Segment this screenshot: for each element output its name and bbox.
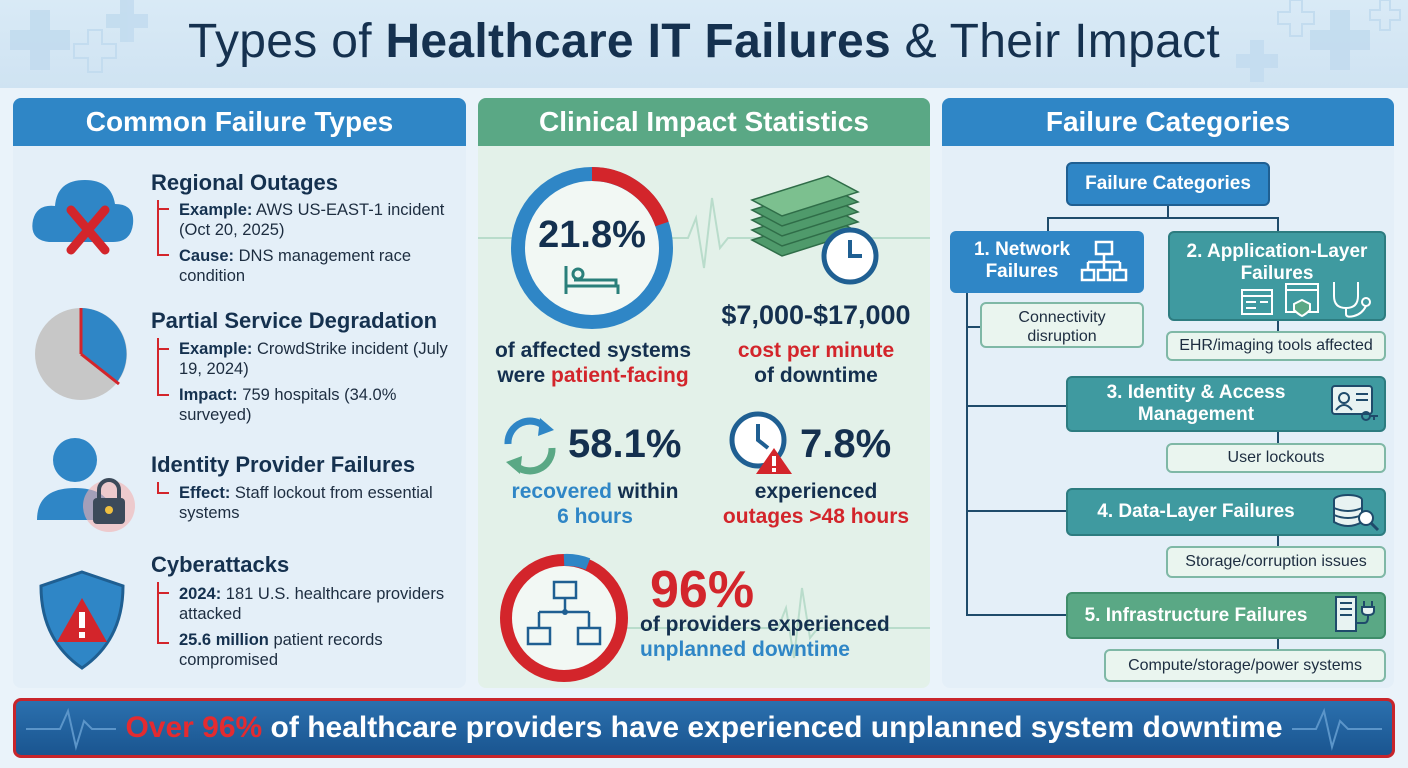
panel-clinical-impact: Clinical Impact Statistics 21.8% of affe… (478, 98, 930, 688)
medical-cross-decoration (10, 0, 1401, 82)
failure-title: Cyberattacks (151, 552, 290, 577)
tree-connector (966, 510, 1066, 512)
tree-connector (966, 614, 1066, 616)
clock-alert-icon (729, 411, 792, 474)
failure-detail: 25.6 million patient records compromised (179, 631, 383, 669)
stat-caption: recovered within 6 hours (511, 480, 679, 528)
heartbeat-line-decoration (478, 197, 930, 659)
bracket-tick (157, 394, 169, 396)
donut-patient-facing (511, 167, 673, 329)
tree-connector (966, 292, 968, 616)
stat-caption: experienced outages >48 hours (722, 480, 910, 528)
panel-failure-types: Common Failure Types Regional Outages Ex… (13, 98, 466, 688)
banner-text: of healthcare providers have experienced… (262, 711, 1283, 744)
hospital-bed-icon (564, 266, 620, 294)
stat-caption: of providers experienced unplanned downti… (640, 613, 890, 661)
stat-caption: of affected systems were patient-facing (494, 339, 692, 387)
panel-heading: Clinical Impact Statistics (478, 98, 930, 146)
tree-connector (1047, 217, 1049, 231)
failure-detail: Example: AWS US-EAST-1 incident (Oct 20,… (179, 201, 445, 239)
panel-heading: Failure Categories (942, 98, 1394, 146)
category-sub-data: Storage/corruption issues (1166, 546, 1386, 578)
stat-value: 7.8% (800, 422, 892, 466)
stat-caption: cost per minute of downtime (737, 339, 895, 387)
stat-value: $7,000-$17,000 (721, 300, 911, 330)
cloud-x-icon (32, 180, 134, 255)
bracket-tick (157, 348, 169, 350)
bracket-line (157, 338, 159, 396)
stethoscope-icon (1241, 282, 1371, 318)
refresh-cycle-icon (504, 417, 556, 475)
bracket-tick (157, 592, 169, 594)
category-node-infrastructure: 5. Infrastructure Failures (1066, 592, 1386, 639)
tree-connector (1277, 320, 1279, 332)
failure-detail: Impact: 759 hospitals (34.0% surveyed) (179, 386, 397, 424)
tree-connector (1047, 217, 1277, 219)
failure-detail: Cause: DNS management race condition (179, 247, 412, 285)
bracket-tick (157, 642, 169, 644)
server-power-icon (1335, 596, 1375, 632)
bottom-banner: Over 96% of healthcare providers have ex… (13, 698, 1395, 758)
banner-highlight: Over 96% (125, 711, 263, 744)
bracket-tick (157, 492, 169, 494)
header: Types of Healthcare IT Failures & Their … (0, 0, 1408, 88)
heartbeat-line-decoration (26, 707, 1382, 751)
shield-alert-icon (39, 570, 125, 670)
tree-connector (1167, 206, 1169, 218)
tree-connector (1277, 217, 1279, 231)
tree-connector (966, 326, 980, 328)
failure-title: Partial Service Degradation (151, 308, 438, 333)
database-icon (1333, 494, 1380, 532)
category-sub-network: Connectivity disruption (980, 302, 1144, 348)
failure-detail: Effect: Staff lockout from essential sys… (179, 484, 433, 522)
category-sub-infrastructure: Compute/storage/power systems (1104, 649, 1386, 682)
tree-connector (1277, 432, 1279, 444)
id-card-icon (1331, 385, 1378, 421)
tree-connector (1277, 536, 1279, 548)
category-sub-identity: User lockouts (1166, 443, 1386, 473)
category-root: Failure Categories (1066, 162, 1270, 206)
page-title: Types of Healthcare IT Failures & Their … (188, 15, 1220, 68)
bracket-tick (157, 208, 169, 210)
failure-detail: Example: CrowdStrike incident (July 19, … (179, 340, 448, 378)
category-node-application: 2. Application-Layer Failures (1168, 231, 1386, 321)
bracket-line (157, 482, 159, 494)
panel-failure-categories: Failure Categories Failure Categories 1.… (942, 98, 1394, 688)
stat-value: 21.8% (538, 214, 646, 256)
bracket-line (157, 582, 159, 644)
panel-heading: Common Failure Types (13, 98, 466, 146)
failure-title: Identity Provider Failures (151, 452, 416, 477)
category-node-data: 4. Data-Layer Failures (1066, 488, 1386, 536)
bracket-tick (157, 254, 169, 256)
stat-value: 96% (650, 561, 755, 619)
category-sub-application: EHR/imaging tools affected (1166, 331, 1386, 361)
tree-connector (1277, 639, 1279, 651)
tree-connector (966, 405, 1066, 407)
network-icon (1080, 240, 1128, 282)
failure-title: Regional Outages (151, 170, 339, 195)
stat-value: 58.1% (568, 422, 682, 466)
failure-detail: 2024: 181 U.S. healthcare providers atta… (179, 585, 445, 623)
user-lock-icon (37, 438, 135, 532)
money-clock-icon (750, 175, 879, 285)
donut-downtime-network (500, 553, 628, 682)
pie-chart-icon (35, 308, 127, 400)
bracket-line (157, 200, 159, 256)
